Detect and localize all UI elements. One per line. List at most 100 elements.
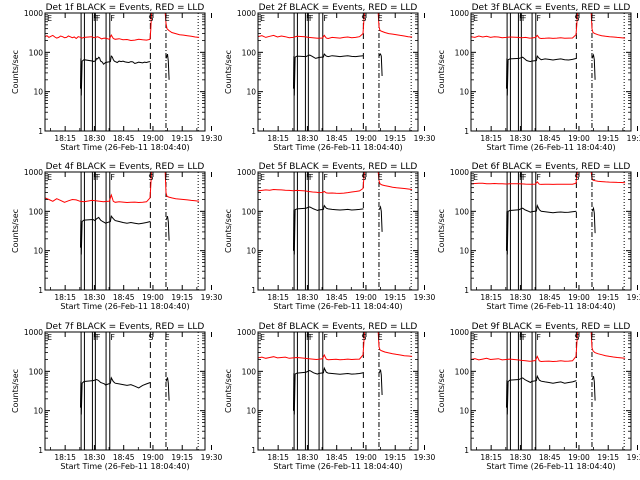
event-marker-label: E <box>260 173 265 182</box>
event-marker-label: S <box>574 14 579 23</box>
event-marker-label: S <box>148 14 153 23</box>
lld-series-line <box>471 13 578 40</box>
x-tick-label: 19:00 <box>355 293 377 302</box>
y-tick-label: 10 <box>459 407 469 416</box>
lld-series-line <box>590 172 626 184</box>
y-tick-label: 1 <box>38 286 43 295</box>
x-tick-label: 19:00 <box>355 453 377 462</box>
event-marker-label: E <box>260 333 265 342</box>
y-tick-label: 100 <box>29 207 44 216</box>
x-tick-label: 18:15 <box>54 453 76 462</box>
y-axis-label: Counts/sec <box>224 209 233 253</box>
x-tick-label: 19:15 <box>384 134 406 143</box>
x-axis-label: Start Time (26-Feb-11 18:04:40) <box>486 143 615 152</box>
y-tick-label: 10 <box>33 88 43 97</box>
x-tick-label: 18:45 <box>326 453 348 462</box>
y-tick-label: 1000 <box>450 9 469 18</box>
event-marker-label: E <box>47 14 52 23</box>
x-tick-label: 18:45 <box>113 453 135 462</box>
y-tick-label: 100 <box>242 207 257 216</box>
x-tick-label: 19:00 <box>568 293 590 302</box>
event-marker-label: F <box>323 173 328 182</box>
event-marker-label: E <box>378 333 383 342</box>
y-tick-label: 100 <box>242 48 257 57</box>
event-marker-label: F <box>306 173 311 182</box>
panel-title: Det 7f BLACK = Events, RED = LLD <box>46 322 205 332</box>
events-series-line <box>165 53 170 80</box>
events-series-line <box>80 55 151 96</box>
event-marker-label: E <box>47 333 52 342</box>
lld-series-line <box>258 332 365 361</box>
y-axis-label: Counts/sec <box>224 50 233 94</box>
events-series-line <box>506 55 577 96</box>
x-tick-label: 18:15 <box>480 293 502 302</box>
events-series-line <box>591 376 596 401</box>
y-tick-label: 1000 <box>24 9 43 18</box>
y-tick-label: 1000 <box>237 168 256 177</box>
events-series-line <box>378 53 383 77</box>
event-marker-label: E <box>473 333 478 342</box>
y-tick-label: 100 <box>242 367 257 376</box>
event-marker-label: F <box>309 14 314 23</box>
y-tick-label: 10 <box>33 247 43 256</box>
x-tick-label: 18:30 <box>84 134 106 143</box>
x-tick-label: 18:30 <box>297 453 319 462</box>
y-tick-label: 10 <box>246 407 256 416</box>
event-marker-label: S <box>148 333 153 342</box>
x-axis-label: Start Time (26-Feb-11 18:04:40) <box>486 302 615 311</box>
y-tick-label: 10 <box>33 407 43 416</box>
lld-series-line <box>590 332 626 359</box>
event-marker-label: E <box>591 173 596 182</box>
y-tick-label: 1 <box>464 127 469 136</box>
event-marker-label: S <box>574 173 579 182</box>
events-series-line <box>165 377 170 401</box>
plot-frame <box>470 12 632 132</box>
lld-series-line <box>471 172 578 185</box>
lld-series-line <box>45 172 152 204</box>
x-tick-label: 19:15 <box>171 293 193 302</box>
event-marker-label: F <box>536 173 541 182</box>
y-tick-label: 1000 <box>237 9 256 18</box>
event-marker-label: S <box>574 333 579 342</box>
event-marker-label: F <box>522 14 527 23</box>
y-tick-label: 1000 <box>24 168 43 177</box>
y-tick-label: 100 <box>455 48 470 57</box>
y-axis-label: Counts/sec <box>224 369 233 413</box>
panel-title: Det 6f BLACK = Events, RED = LLD <box>472 162 631 172</box>
x-tick-label: 19:00 <box>355 134 377 143</box>
event-marker-label: E <box>47 173 52 182</box>
x-tick-label: 18:15 <box>267 453 289 462</box>
x-tick-label: 19:00 <box>142 134 164 143</box>
event-marker-label: F <box>96 173 101 182</box>
y-tick-label: 1 <box>464 286 469 295</box>
event-marker-label: E <box>165 173 170 182</box>
event-marker-label: S <box>148 173 153 182</box>
x-tick-label: 19:15 <box>384 293 406 302</box>
x-tick-label: 19:30 <box>201 134 223 143</box>
x-tick-label: 18:30 <box>510 293 532 302</box>
event-marker-label: E <box>378 14 383 23</box>
event-marker-label: E <box>473 14 478 23</box>
event-marker-label: S <box>361 173 366 182</box>
panel-title: Det 1f BLACK = Events, RED = LLD <box>46 3 205 13</box>
x-tick-label: 19:00 <box>568 453 590 462</box>
lld-series-line <box>45 13 152 42</box>
y-tick-label: 100 <box>455 207 470 216</box>
lld-series-line <box>164 172 200 202</box>
x-tick-label: 19:30 <box>627 453 640 462</box>
x-tick-label: 18:45 <box>326 293 348 302</box>
x-axis-label: Start Time (26-Feb-11 18:04:40) <box>60 302 189 311</box>
x-tick-label: 19:15 <box>171 453 193 462</box>
plot-frame <box>44 331 206 451</box>
event-marker-label: E <box>260 14 265 23</box>
lld-series-line <box>590 13 626 39</box>
lld-series-line <box>377 13 413 38</box>
event-marker-label: F <box>519 333 524 342</box>
y-axis-label: Counts/sec <box>437 369 446 413</box>
x-tick-label: 19:15 <box>597 134 619 143</box>
